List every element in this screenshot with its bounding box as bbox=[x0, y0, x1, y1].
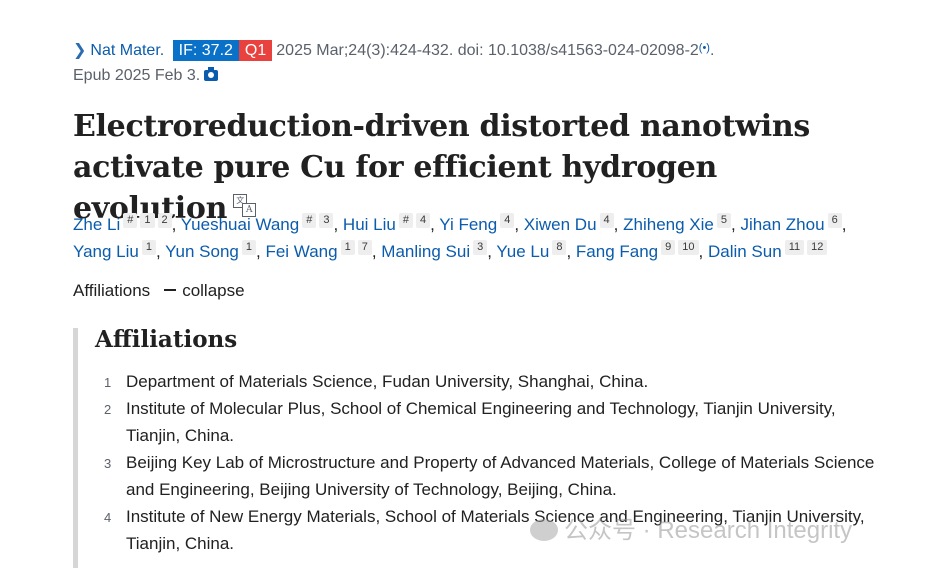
affiliation-number: 1 bbox=[104, 375, 112, 390]
affiliation-item: 2 Institute of Molecular Plus, School of … bbox=[100, 395, 880, 449]
author-item: Zhe Li #1 2 bbox=[73, 213, 172, 234]
author-name-link[interactable]: Dalin Sun bbox=[707, 242, 782, 261]
affiliation-ref[interactable]: 1 bbox=[241, 240, 256, 255]
collapse-link[interactable]: collapse bbox=[182, 281, 245, 300]
affiliation-ref[interactable]: 5 bbox=[716, 213, 731, 228]
author-name-link[interactable]: Yue Lu bbox=[496, 242, 550, 261]
camera-icon[interactable] bbox=[204, 67, 219, 81]
affiliations-toggle-label: Affiliations bbox=[73, 281, 151, 300]
affiliations-list: 1 Department of Materials Science, Fudan … bbox=[100, 368, 880, 557]
affiliation-ref[interactable]: 9 bbox=[661, 240, 676, 255]
author-name-link[interactable]: Yi Feng bbox=[439, 215, 498, 234]
affiliation-item: 3 Beijing Key Lab of Microstructure and P… bbox=[100, 449, 880, 503]
impact-factor-badge: IF: 37.2 bbox=[172, 40, 239, 61]
author-item: Yueshuai Wang #3 bbox=[180, 213, 334, 234]
author-name-link[interactable]: Fei Wang bbox=[265, 242, 338, 261]
author-name-link[interactable]: Zhiheng Xie bbox=[623, 215, 714, 234]
affiliation-ref[interactable]: 7 bbox=[357, 240, 372, 255]
author-name-link[interactable]: Hui Liu bbox=[342, 215, 396, 234]
author-item: Zhiheng Xie 5 bbox=[623, 213, 731, 234]
affiliation-ref[interactable]: 1 bbox=[140, 213, 155, 228]
affiliation-number: 2 bbox=[104, 402, 112, 417]
author-item: Yun Song 1 bbox=[165, 240, 256, 261]
author-item: Xiwen Du 4 bbox=[523, 213, 614, 234]
affiliation-ref[interactable]: # bbox=[123, 213, 138, 228]
affiliation-number: 3 bbox=[104, 456, 112, 471]
journal-link[interactable]: Nat Mater. bbox=[90, 42, 165, 59]
watermark-text: 公众号 · Research Integrity bbox=[564, 517, 853, 544]
affiliation-ref[interactable]: 4 bbox=[415, 213, 431, 228]
wechat-icon bbox=[530, 519, 558, 541]
affiliation-ref[interactable]: 11 bbox=[784, 240, 805, 255]
affiliation-text: Institute of New Energy Materials, Schoo… bbox=[126, 507, 865, 553]
citation-details: 2025 Mar;24(3):424-432. doi: 10.1038/s41… bbox=[276, 42, 699, 59]
author-item: Fei Wang 1 7 bbox=[265, 240, 372, 261]
author-item: Yang Liu 1 bbox=[73, 240, 156, 261]
affiliation-ref[interactable]: 8 bbox=[552, 240, 567, 255]
broadcast-icon[interactable]: (•) bbox=[698, 42, 710, 54]
affiliation-text: Beijing Key Lab of Microstructure and Pr… bbox=[126, 453, 875, 499]
epub-date: Epub 2025 Feb 3. bbox=[73, 67, 201, 84]
affiliation-ref[interactable]: 12 bbox=[807, 240, 828, 255]
affiliation-text: Department of Materials Science, Fudan U… bbox=[126, 372, 649, 391]
translate-icon-target: A bbox=[242, 203, 257, 217]
article-title-text: Electroreduction-driven distorted nanotw… bbox=[73, 109, 810, 226]
affiliation-ref[interactable]: 1 bbox=[340, 240, 355, 255]
citation-trailing: . bbox=[709, 42, 715, 59]
author-item: Dalin Sun 11 12 bbox=[707, 240, 828, 261]
affiliation-ref[interactable]: # bbox=[302, 213, 317, 228]
citation-line: ❯ Nat Mater. IF: 37.2 Q1 2025 Mar;24(3):424… bbox=[73, 36, 903, 88]
affiliation-ref[interactable]: 6 bbox=[827, 213, 842, 228]
affiliation-text: Institute of Molecular Plus, School of C… bbox=[126, 399, 836, 445]
watermark: 公众号 · Research Integrity bbox=[530, 510, 852, 545]
author-name-link[interactable]: Fang Fang bbox=[575, 242, 659, 261]
author-item: Yi Feng 4 bbox=[439, 213, 515, 234]
affiliation-ref[interactable]: 3 bbox=[319, 213, 334, 228]
author-name-link[interactable]: Yueshuai Wang bbox=[180, 215, 300, 234]
author-item: Manling Sui 3 bbox=[381, 240, 488, 261]
author-name-link[interactable]: Jihan Zhou bbox=[740, 215, 825, 234]
affiliations-toggle[interactable]: Affiliations collapse bbox=[73, 281, 245, 301]
affiliation-ref[interactable]: 3 bbox=[473, 240, 488, 255]
author-name-link[interactable]: Manling Sui bbox=[381, 242, 471, 261]
affiliation-item: 4 Institute of New Energy Materials, Scho… bbox=[100, 503, 880, 557]
affiliation-ref[interactable]: 1 bbox=[141, 240, 156, 255]
quartile-badge: Q1 bbox=[238, 40, 273, 61]
author-name-link[interactable]: Yun Song bbox=[165, 242, 239, 261]
chevron-right-icon[interactable]: ❯ bbox=[73, 42, 87, 59]
author-name-link[interactable]: Xiwen Du bbox=[523, 215, 597, 234]
affiliation-ref[interactable]: 4 bbox=[500, 213, 515, 228]
affiliations-panel: Affiliations 1 Department of Materials Sc… bbox=[73, 326, 898, 568]
author-item: Yue Lu 8 bbox=[496, 240, 567, 261]
author-item: Hui Liu #4 bbox=[342, 213, 431, 234]
affiliation-ref[interactable]: # bbox=[398, 213, 413, 228]
author-name-link[interactable]: Zhe Li bbox=[73, 215, 121, 234]
affiliation-item: 1 Department of Materials Science, Fudan … bbox=[100, 368, 880, 395]
article-title: Electroreduction-driven distorted nanotw… bbox=[73, 106, 873, 229]
author-item: Fang Fang 9 10 bbox=[575, 240, 699, 261]
affiliation-ref[interactable]: 10 bbox=[678, 240, 699, 255]
author-list: Zhe Li #1 2, Yueshuai Wang #3, Hui Liu #4, Y… bbox=[73, 213, 847, 261]
affiliation-ref[interactable]: 2 bbox=[157, 213, 172, 228]
author-item: Jihan Zhou 6 bbox=[740, 213, 842, 234]
minus-icon bbox=[164, 289, 177, 291]
affiliations-heading: Affiliations bbox=[95, 326, 238, 353]
affiliation-ref[interactable]: 4 bbox=[599, 213, 614, 228]
affiliation-number: 4 bbox=[104, 510, 112, 525]
author-name-link[interactable]: Yang Liu bbox=[73, 242, 139, 261]
